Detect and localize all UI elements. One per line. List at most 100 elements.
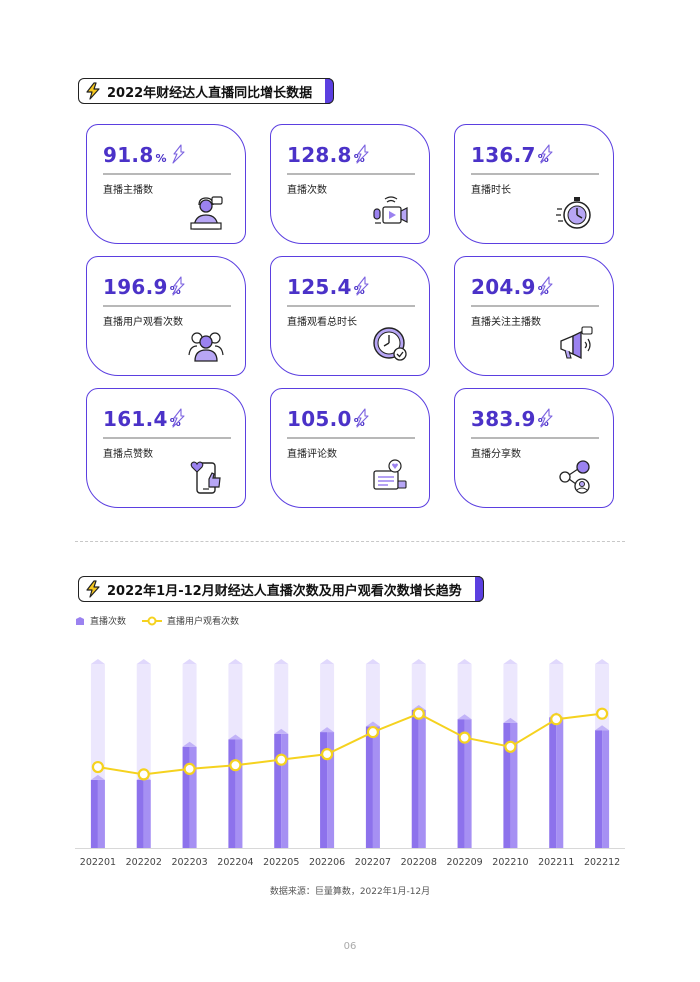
bar-background-cap: [136, 659, 151, 664]
bar-side: [418, 710, 426, 848]
bar-cap: [274, 728, 289, 734]
legend-bar-label: 直播次数: [90, 617, 127, 627]
card-divider: [471, 305, 599, 307]
stat-value: 91.8%: [103, 143, 167, 167]
stat-number: 91.8: [103, 143, 154, 167]
line-point: [275, 753, 288, 766]
card-divider: [287, 173, 415, 175]
card-divider: [103, 437, 231, 439]
bar-background-cap: [503, 659, 518, 664]
stat-label: 直播主播数: [103, 185, 153, 196]
line-point: [137, 768, 150, 781]
growth-arrow-icon: [356, 144, 369, 164]
share-icon: [559, 460, 590, 494]
x-tick-label: 202204: [217, 857, 253, 868]
x-tick-label: 202212: [584, 857, 620, 868]
x-tick-label: 202206: [309, 857, 345, 868]
bar-background-cap: [320, 659, 335, 664]
stat-number: 204.9: [471, 275, 536, 299]
bar-background-cap: [274, 659, 289, 664]
stat-card: 161.4%直播点赞数: [86, 388, 246, 508]
lightning-icon: [86, 82, 100, 100]
card-divider: [103, 173, 231, 175]
stat-card: 128.8%直播次数: [270, 124, 430, 244]
stat-card: 125.4%直播观看总时长: [270, 256, 430, 376]
bar-cap: [228, 734, 243, 740]
x-tick-label: 202203: [171, 857, 207, 868]
growth-arrow-icon: [172, 144, 185, 164]
clock-check-icon: [373, 327, 407, 361]
x-tick-label: 202210: [492, 857, 528, 868]
data-source: 数据来源：巨量算数，2022年1月-12月: [269, 887, 431, 897]
legend-item-bar: 直播次数: [75, 614, 126, 627]
x-tick-label: 202205: [263, 857, 299, 868]
bar: [274, 733, 282, 848]
bar-side: [189, 746, 197, 848]
stat-number: 136.7: [471, 143, 536, 167]
stat-card: 105.0%直播评论数: [270, 388, 430, 508]
stat-card: 91.8% 直播主播数: [86, 124, 246, 244]
line-point: [504, 740, 517, 753]
line-point: [550, 713, 563, 726]
stat-number: 383.9: [471, 407, 536, 431]
stat-label: 直播点赞数: [103, 449, 153, 460]
bar: [136, 779, 144, 848]
bar: [90, 779, 98, 848]
card-divider: [471, 173, 599, 175]
bar-side: [97, 779, 105, 848]
growth-arrow-icon: [540, 144, 553, 164]
stat-card: 204.9%直播关注主播数: [454, 256, 614, 376]
bar: [411, 710, 419, 848]
line-point: [229, 759, 242, 772]
bar-side: [372, 726, 380, 848]
bar-cap: [365, 721, 380, 727]
audience-icon: [188, 332, 224, 362]
page-number: 06: [343, 941, 357, 952]
chart-legend: 直播次数 直播用户观看次数: [75, 614, 255, 627]
bar-cap: [503, 717, 518, 723]
bar-background-cap: [90, 659, 105, 664]
growth-arrow-icon: [172, 276, 185, 296]
bar-side: [556, 717, 564, 848]
card-divider: [287, 437, 415, 439]
growth-arrow-icon: [172, 408, 185, 428]
bar-cap: [90, 774, 105, 780]
growth-arrow-icon: [356, 276, 369, 296]
stat-number: 128.8: [287, 143, 352, 167]
bar-background-cap: [182, 659, 197, 664]
stat-label: 直播用户观看次数: [103, 317, 183, 328]
growth-arrow-icon: [540, 276, 553, 296]
line-point: [320, 748, 334, 761]
legend-item-line: 直播用户观看次数: [142, 614, 239, 627]
divider: [75, 541, 625, 542]
legend-bar-swatch: [76, 616, 84, 625]
stat-card: 136.7%直播时长: [454, 124, 614, 244]
bar-background-cap: [228, 659, 243, 664]
bar-cap: [182, 741, 197, 747]
stat-label: 直播评论数: [287, 449, 337, 460]
bar-background-cap: [549, 659, 564, 664]
streamer-icon: [190, 196, 223, 230]
x-tick-label: 202207: [355, 857, 391, 868]
card-divider: [103, 305, 231, 307]
section-title-growth: 2022年财经达人直播同比增长数据: [78, 77, 335, 104]
bar: [457, 719, 465, 848]
bar-side: [327, 732, 335, 848]
stat-number: 125.4: [287, 275, 352, 299]
line-point: [91, 760, 105, 774]
stat-label: 直播次数: [287, 185, 327, 196]
x-tick-label: 202211: [538, 857, 574, 868]
x-tick-label: 202209: [446, 857, 482, 868]
line-point: [183, 762, 196, 775]
bar-background-cap: [365, 659, 380, 664]
x-tick-label: 202202: [126, 857, 162, 868]
comment-icon: [373, 459, 407, 490]
stat-label: 直播时长: [471, 185, 511, 196]
stat-number: 196.9: [103, 275, 168, 299]
bar-side: [464, 719, 472, 848]
stat-unit: %: [155, 152, 167, 165]
x-tick-label: 202208: [401, 857, 437, 868]
bar-side: [510, 722, 518, 848]
phone-like-icon: [190, 461, 221, 494]
bar-cap: [457, 714, 472, 720]
